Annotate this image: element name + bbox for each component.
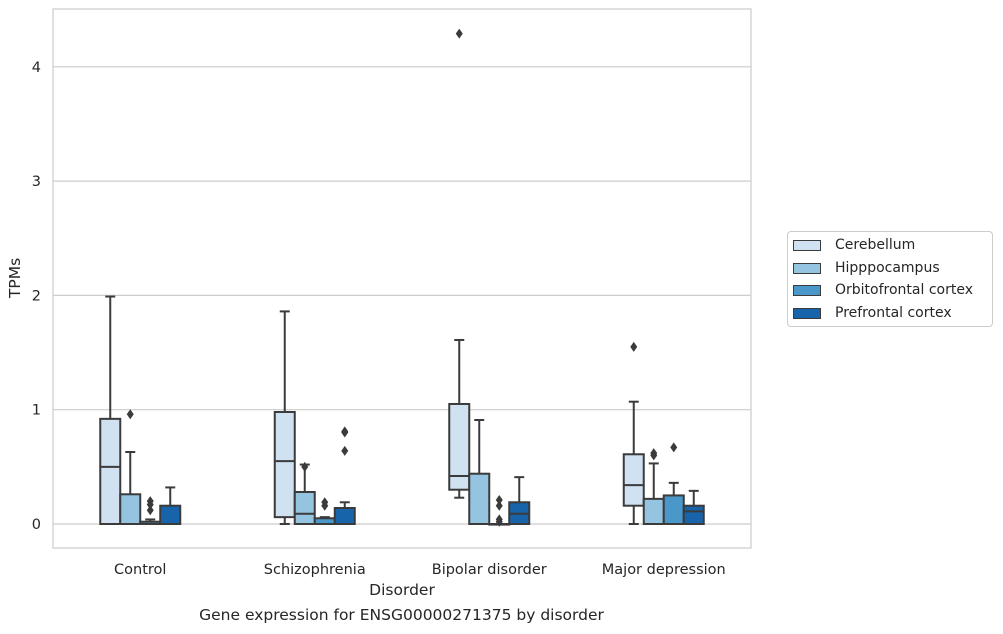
outlier-point: [650, 448, 658, 459]
outlier-point: [495, 494, 503, 505]
outlier-point: [495, 500, 503, 511]
outlier-point: [301, 461, 309, 472]
box-body: [622, 453, 645, 507]
x-tick-label: Control: [114, 562, 166, 578]
box-orbitofrontal-cortex: [139, 496, 162, 525]
box-body: [642, 497, 665, 526]
box-orbitofrontal-cortex: [313, 497, 336, 525]
x-tick-label: Bipolar disorder: [432, 562, 547, 578]
outlier-point: [670, 442, 678, 453]
outlier-point: [146, 505, 154, 516]
legend-item-prefrontal-cortex: Prefrontal cortex: [793, 303, 952, 323]
box-body: [468, 472, 491, 526]
box-body: [448, 402, 471, 491]
y-tick-label: 2: [32, 288, 41, 304]
box-groups: [99, 28, 705, 527]
x-axis-label: Disorder: [369, 581, 435, 599]
legend-swatch: [793, 262, 821, 274]
chart-caption: Gene expression for ENSG00000271375 by d…: [199, 606, 604, 624]
box-cerebellum: [448, 28, 471, 499]
box-hipppocampus: [642, 448, 665, 526]
box-hipppocampus: [468, 418, 491, 526]
box-body: [119, 493, 142, 526]
outlier-point: [321, 497, 329, 508]
box-cerebellum: [622, 341, 645, 525]
box-cerebellum: [99, 295, 122, 525]
box-hipppocampus: [119, 409, 142, 526]
legend-item-hippocampus: Hipppocampus: [793, 258, 940, 278]
outlier-point: [341, 445, 349, 456]
legend-item-cerebellum: Cerebellum: [793, 235, 915, 255]
y-tick-label: 3: [32, 174, 41, 190]
box-body: [273, 410, 296, 519]
outlier-point: [455, 28, 463, 39]
box-body: [333, 506, 356, 525]
legend-label: Prefrontal cortex: [835, 305, 952, 321]
box-cerebellum: [273, 310, 296, 525]
box-body: [682, 504, 705, 526]
legend: Cerebellum Hipppocampus Orbitofrontal co…: [787, 231, 993, 327]
box-hipppocampus: [293, 461, 316, 526]
legend-item-orbitofrontal-cortex: Orbitofrontal cortex: [793, 280, 973, 300]
legend-label: Cerebellum: [835, 237, 916, 253]
box-body: [159, 504, 182, 526]
x-tick-label: Major depression: [602, 562, 726, 578]
y-tick-label: 1: [32, 403, 41, 419]
legend-label: Orbitofrontal cortex: [835, 282, 973, 298]
box-body: [99, 417, 122, 525]
tick-labels: 0 1 2 3 4 Control Schizophrenia Bipolar disorde…: [32, 60, 726, 578]
outlier-point: [630, 341, 638, 352]
grid-lines: [53, 66, 751, 525]
box-body: [662, 494, 685, 525]
box-prefrontal-cortex: [159, 486, 182, 526]
legend-swatch: [793, 284, 821, 296]
legend-swatch: [793, 239, 821, 251]
outlier-point: [341, 426, 349, 437]
box-orbitofrontal-cortex: [488, 494, 511, 527]
x-tick-label: Schizophrenia: [264, 562, 366, 578]
outlier-point: [495, 514, 503, 525]
outlier-point: [146, 496, 154, 507]
box-prefrontal-cortex: [682, 489, 705, 526]
outlier-point: [126, 409, 134, 420]
legend-label: Hipppocampus: [835, 260, 940, 276]
box-prefrontal-cortex: [508, 476, 531, 525]
box-prefrontal-cortex: [333, 426, 356, 525]
plot-frame: [52, 8, 752, 549]
box-orbitofrontal-cortex: [662, 442, 685, 525]
y-axis-label: TPMs: [6, 258, 24, 299]
y-tick-label: 4: [32, 60, 41, 76]
legend-swatch: [793, 307, 821, 319]
y-tick-label: 0: [32, 517, 41, 533]
box-body: [293, 490, 316, 526]
